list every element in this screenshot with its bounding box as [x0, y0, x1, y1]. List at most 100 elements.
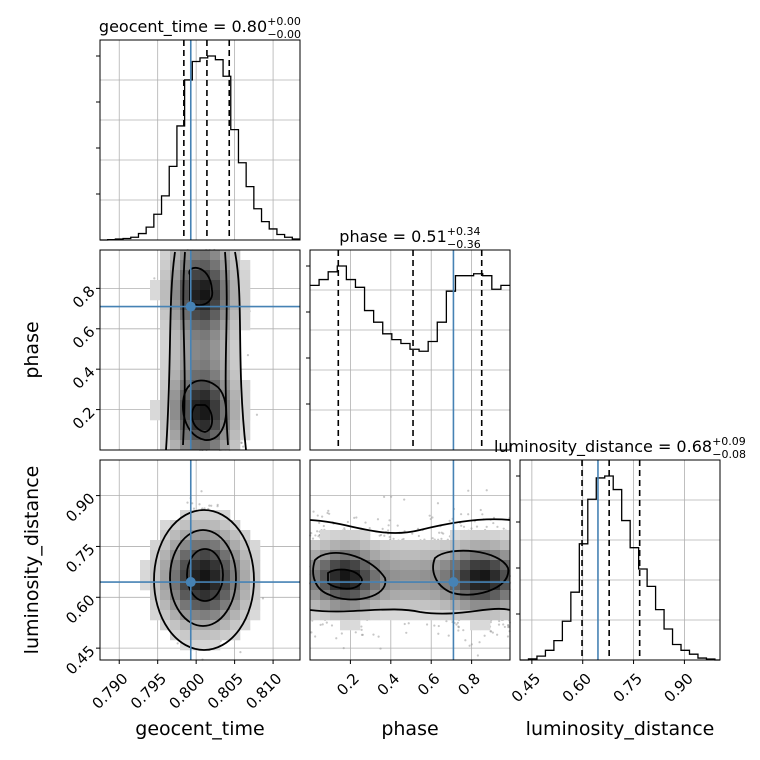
panel-geocent_time-vs-luminosity_distance-sample-point	[176, 642, 179, 645]
panel-geocent_time-vs-phase-density-cell	[160, 360, 171, 371]
panel-geocent_time-vs-phase-density-cell	[170, 350, 181, 361]
panel-geocent_time-vs-luminosity_distance-density-cell	[160, 550, 171, 561]
panel-geocent_time-vs-phase-sample-point	[255, 413, 259, 416]
panel-geocent_time-vs-phase-density-cell	[190, 310, 201, 321]
panel-geocent_time-vs-luminosity_distance-density-cell	[140, 570, 151, 581]
panel-geocent_time-vs-phase-density-cell	[170, 280, 181, 291]
panel-geocent_time-vs-phase-density-cell	[200, 430, 211, 441]
panel-geocent_time-vs-phase-density-cell	[240, 380, 251, 391]
panel-geocent_time-vs-luminosity_distance-density-cell	[200, 570, 211, 581]
panel-geocent_time-vs-luminosity_distance-density-cell	[250, 540, 261, 551]
panel-geocent_time-vs-phase-density-cell	[170, 320, 181, 331]
panel-phase-vs-luminosity_distance-sample-point	[496, 525, 499, 528]
panel-geocent_time-vs-phase-density-cell	[180, 280, 191, 291]
panel-phase-vs-luminosity_distance-sample-point	[379, 647, 382, 650]
panel-geocent_time-vs-phase-density-cell	[190, 280, 201, 291]
panel-geocent_time-vs-phase-density-cell	[190, 320, 201, 331]
panel-geocent_time-vs-phase-density-cell	[200, 250, 211, 261]
panel-geocent_time-vs-phase-density-cell	[230, 430, 241, 441]
panel-geocent_time-vs-phase-density-cell	[230, 300, 241, 311]
panel-geocent_time-vs-phase-density-cell	[170, 390, 181, 401]
panel-geocent_time-vs-phase-density-cell	[230, 280, 241, 291]
panel-geocent_time-vs-phase-density-cell	[210, 330, 221, 341]
panel-geocent_time-vs-luminosity_distance-density-cell	[240, 560, 251, 571]
panel-geocent_time-vs-luminosity_distance-density-cell	[200, 630, 211, 641]
panel-geocent_time-vs-phase-density-cell	[200, 360, 211, 371]
panel-geocent_time-vs-phase-density-cell	[220, 330, 231, 341]
panel-geocent_time-vs-phase-density-cell	[150, 280, 161, 291]
panel-geocent_time-vs-phase-density-cell	[210, 420, 221, 431]
panel-geocent_time-vs-phase-density-cell	[230, 270, 241, 281]
panel-geocent_time-vs-phase-density-cell	[160, 400, 171, 411]
panel-geocent_time-vs-phase-density-cell	[240, 290, 251, 301]
panel-geocent_time-vs-phase-density-cell	[170, 430, 181, 441]
panel-geocent_time-vs-luminosity_distance-density-cell	[240, 600, 251, 611]
panel-geocent_time-vs-luminosity_distance-density-cell	[160, 570, 171, 581]
panel-geocent_time-vs-luminosity_distance-density-cell	[170, 570, 181, 581]
panel-geocent_time-vs-luminosity_distance-sample-point	[239, 651, 242, 654]
panel-geocent_time-vs-phase-density-cell	[200, 370, 211, 381]
panel-geocent_time-vs-luminosity_distance-density-cell	[170, 530, 181, 541]
panel-geocent_time-vs-phase-density-cell	[210, 350, 221, 361]
panel-phase-vs-luminosity_distance-sample-point	[411, 532, 414, 535]
panel-geocent_time-vs-phase-density-cell	[190, 410, 201, 421]
panel-geocent_time-vs-phase-density-cell	[190, 440, 201, 451]
panel-geocent_time-vs-luminosity_distance-density-cell	[210, 610, 221, 621]
panel-geocent_time-vs-phase-density-cell	[220, 300, 231, 311]
panel-geocent_time-vs-phase-contour	[181, 379, 227, 441]
panel-geocent_time-vs-phase-density-cell	[210, 310, 221, 321]
panel-geocent_time-vs-phase-density-cell	[210, 340, 221, 351]
panel-geocent_time-vs-phase-density-cell	[170, 310, 181, 321]
panel-phase-vs-luminosity_distance-sample-point	[343, 527, 346, 530]
panel-geocent_time-vs-phase-density-cell	[200, 280, 211, 291]
panel-geocent_time-vs-luminosity_distance-sample-point	[186, 501, 189, 504]
panel-geocent_time-vs-phase-density-cell	[220, 280, 231, 291]
panel-geocent_time-vs-phase-density-cell	[240, 300, 251, 311]
panel-geocent_time-vs-phase-density-cell	[160, 380, 171, 391]
panel-geocent_time-vs-phase-density-cell	[170, 360, 181, 371]
panel-phase-vs-luminosity_distance-sample-point	[392, 537, 395, 540]
panel-geocent_time-vs-phase-density-cell	[150, 400, 161, 411]
panel-geocent_time-vs-phase-density-cell	[200, 270, 211, 281]
panel-geocent_time-vs-phase-density-cell	[210, 410, 221, 421]
panel-geocent_time-vs-phase-density-cell	[160, 320, 171, 331]
panel-phase-vs-luminosity_distance-sample-point	[459, 513, 463, 516]
panel-geocent_time-vs-phase-density-cell	[190, 250, 201, 261]
panel-geocent_time-vs-phase-density-cell	[230, 360, 241, 371]
panel-geocent_time-vs-phase-truth-marker	[185, 301, 196, 312]
panel-geocent_time-vs-phase-density-cell	[230, 330, 241, 341]
panel-geocent_time-vs-luminosity_distance-density-cell	[250, 610, 261, 621]
panel-geocent_time-vs-phase-density-cell	[180, 260, 191, 271]
panel-geocent_time-vs-phase-density-cell	[230, 390, 241, 401]
panel-geocent_time-vs-phase-density-cell	[220, 310, 231, 321]
panel-geocent_time-vs-phase-density-cell	[190, 370, 201, 381]
panel-geocent_time-vs-phase-sample-point	[240, 441, 243, 445]
panel-geocent_time-vs-luminosity_distance-sample-point	[192, 507, 196, 510]
panel-geocent_time-vs-phase-density-cell	[170, 370, 181, 381]
panel-phase-vs-luminosity_distance-sample-point	[417, 534, 420, 538]
panel-geocent_time-vs-luminosity_distance-density-cell	[160, 590, 171, 601]
panel-phase-vs-luminosity_distance-sample-point	[402, 537, 405, 541]
panel-geocent_time-vs-phase-density-cell	[220, 290, 231, 301]
panel-geocent_time-vs-phase-density-cell	[160, 300, 171, 311]
panel-geocent_time-vs-phase-density-cell	[200, 320, 211, 331]
panel-geocent_time-vs-phase-density-cell	[200, 410, 211, 421]
panel-phase-vs-luminosity_distance-sample-point	[327, 509, 330, 512]
panel-geocent_time-vs-phase-density-cell	[160, 290, 171, 301]
panel-geocent_time-vs-phase-density-cell	[180, 310, 191, 321]
panel-geocent_time-vs-phase-density-cell	[210, 320, 221, 331]
panel-geocent_time-vs-phase-density-cell	[240, 260, 251, 271]
panel-phase-vs-luminosity_distance-sample-point	[485, 489, 488, 492]
panel-geocent_time-vs-phase-density-cell	[170, 260, 181, 271]
panel-geocent_time-vs-luminosity_distance-density-cell	[220, 570, 231, 581]
panel-geocent_time-vs-luminosity_distance-density-cell	[180, 600, 191, 611]
panel-geocent_time-vs-phase-density-cell	[200, 290, 211, 301]
panel-geocent_time-vs-phase-density-cell	[220, 440, 231, 451]
panel-geocent_time-vs-phase-density-cell	[160, 340, 171, 351]
panel-geocent_time-vs-luminosity_distance-density-cell	[200, 590, 211, 601]
panel-geocent_time-vs-luminosity_distance-density-cell	[220, 520, 231, 531]
panel-geocent_time-vs-phase-density-cell	[210, 430, 221, 441]
panel-geocent_time-vs-phase-density-cell	[160, 410, 171, 421]
panel-geocent_time-vs-phase-density-cell	[160, 390, 171, 401]
